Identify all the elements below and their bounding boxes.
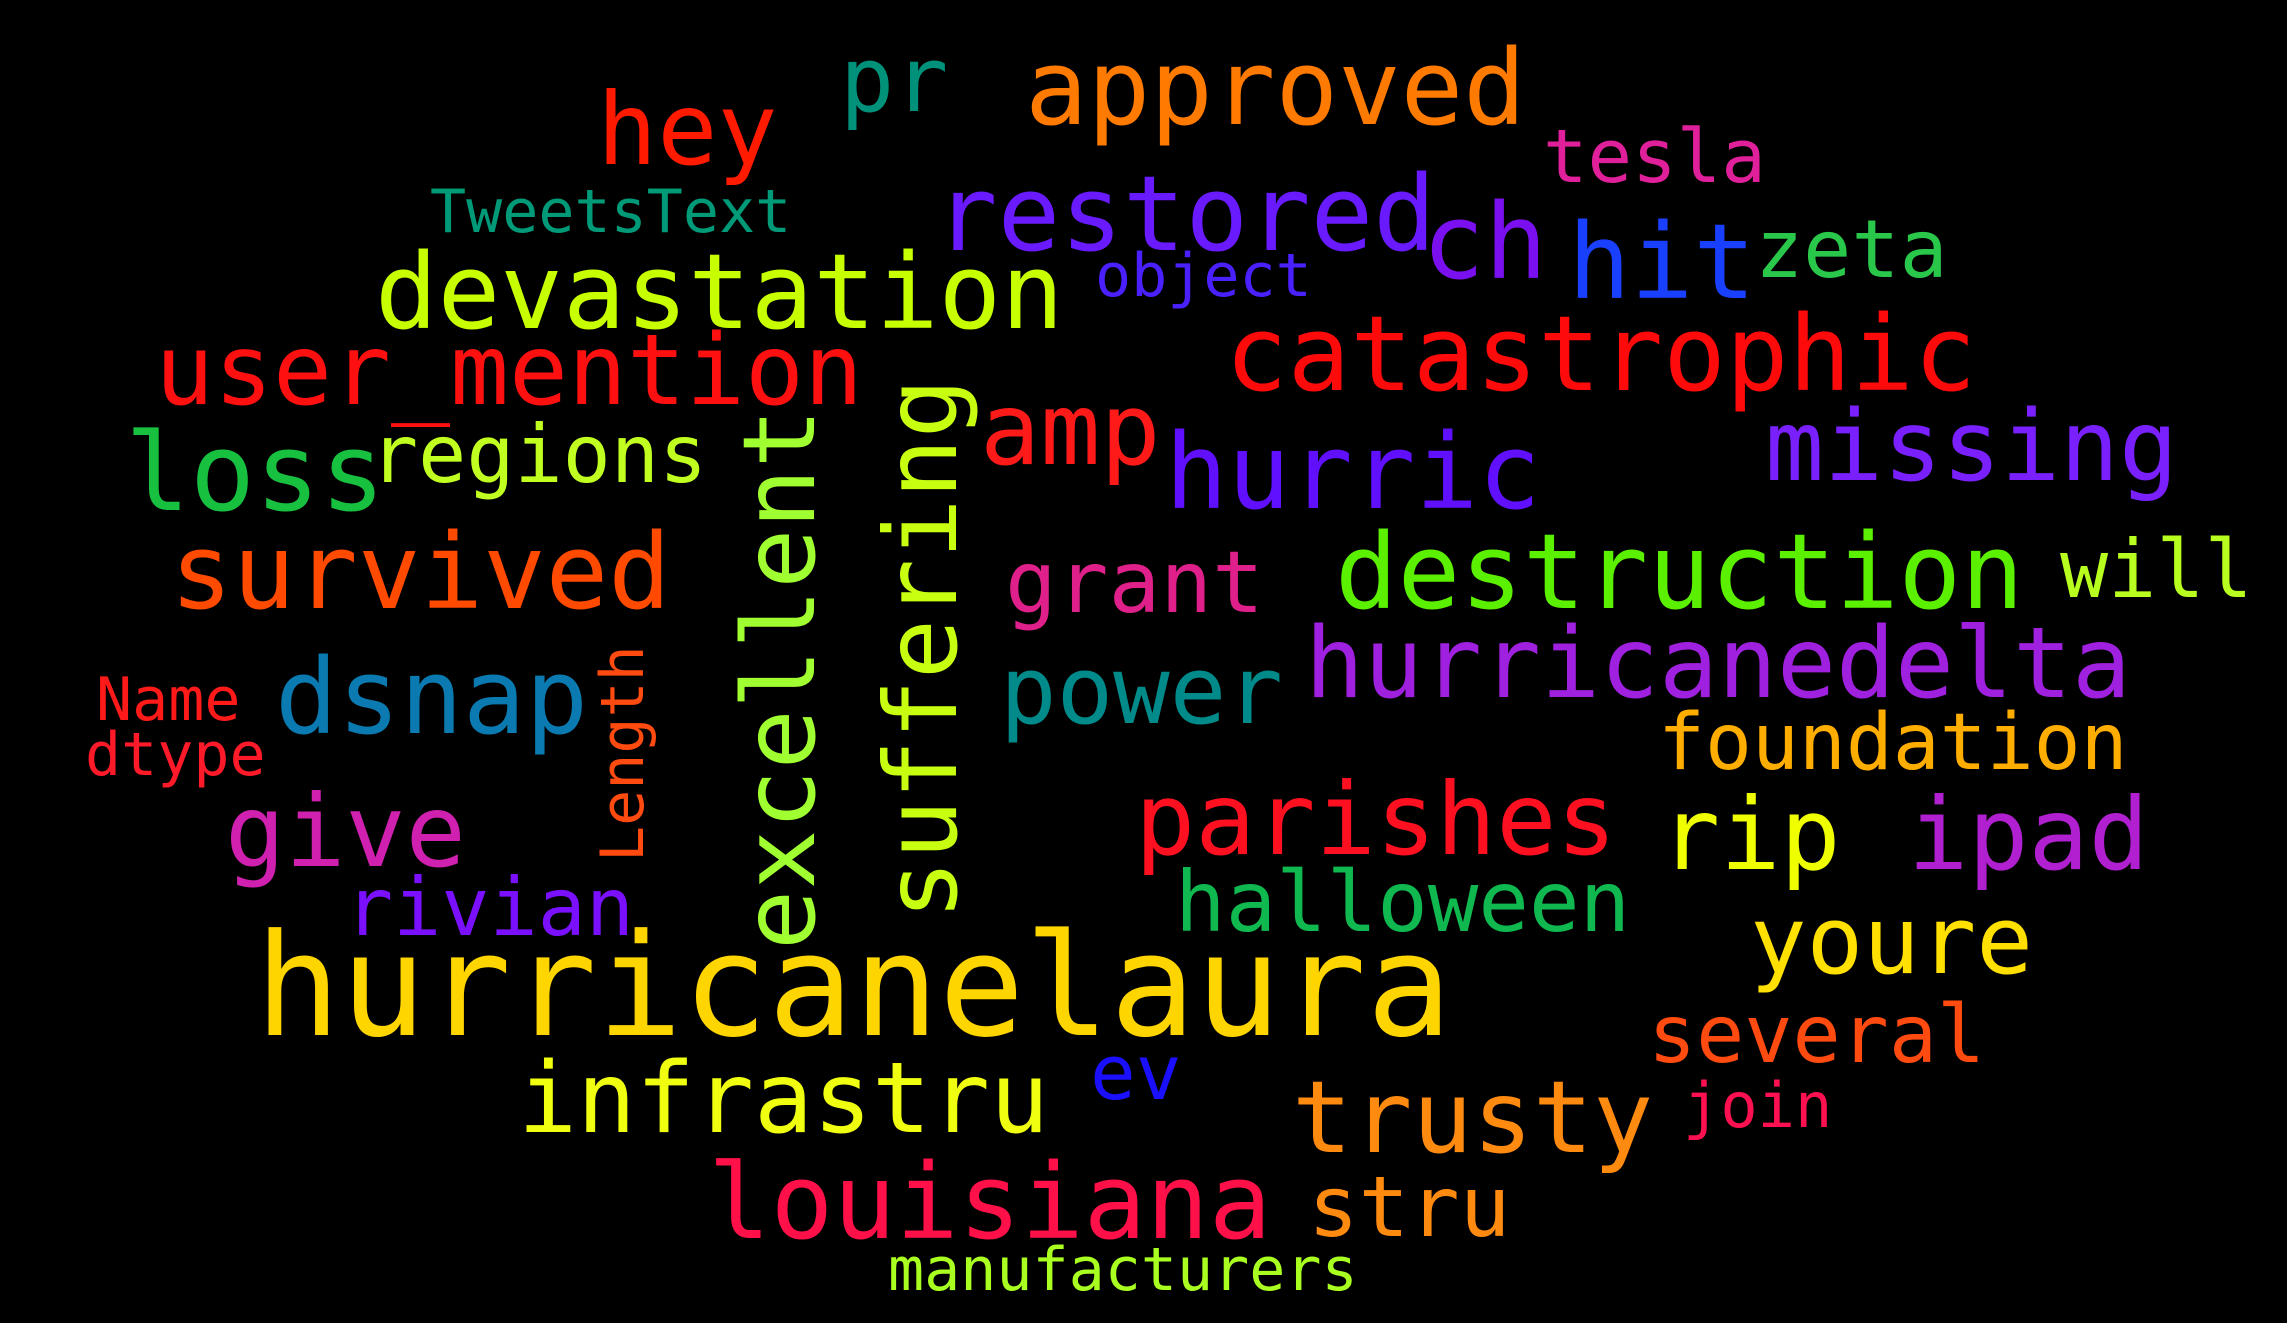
word-grant: grant	[1005, 533, 1264, 633]
word-devastation: devastation	[375, 231, 1064, 353]
word-approved: approved	[1025, 27, 1526, 149]
word-ch: ch	[1422, 181, 1548, 303]
word-tesla: tesla	[1543, 114, 1766, 200]
word-missing: missing	[1765, 390, 2179, 504]
word-dtype: dtype	[85, 720, 266, 790]
word-youre: youre	[1750, 887, 2033, 996]
word-halloween: halloween	[1175, 853, 1631, 951]
word-hey: hey	[597, 71, 778, 188]
word-pr: pr	[840, 28, 949, 133]
word-trusty: trusty	[1292, 1059, 1654, 1176]
word-loss: loss	[125, 411, 386, 536]
word-several: several	[1648, 988, 1986, 1081]
word-will: will	[2060, 523, 2253, 616]
word-stru: stru	[1308, 1158, 1511, 1256]
word-zeta: zeta	[1755, 203, 1948, 296]
word-name: Name	[96, 665, 241, 735]
word-ev: ev	[1090, 1028, 1182, 1117]
word-dsnap: dsnap	[275, 636, 589, 758]
word-survived: survived	[170, 511, 671, 633]
word-rivian: rivian	[345, 861, 634, 954]
word-length: Length	[588, 645, 658, 862]
word-parishes: parishes	[1135, 761, 1617, 878]
word-louisiana: louisiana	[708, 1141, 1272, 1263]
word-foundation: foundation	[1658, 698, 2128, 788]
word-hurricanelaura: hurricanelaura	[255, 904, 1452, 1069]
word-give: give	[225, 773, 466, 890]
word-destruction: destruction	[1335, 511, 2024, 633]
word-rip: rip	[1660, 776, 1841, 893]
word-hurricanedelta: hurricanedelta	[1305, 607, 2132, 721]
word-join: join	[1683, 1069, 1833, 1142]
word-infrastru: infrastru	[518, 1042, 1050, 1156]
word-manufacturers: manufacturers	[888, 1235, 1358, 1305]
word-power: power	[1000, 637, 1283, 746]
word-excellent: excellent	[721, 408, 838, 950]
word-amp: amp	[980, 371, 1161, 488]
word-ipad: ipad	[1908, 776, 2149, 893]
word-tweetstext: TweetsText	[430, 177, 792, 247]
word-regions: regions	[370, 408, 708, 501]
word-hit: hit	[1568, 201, 1756, 323]
word-hurric: hurric	[1165, 411, 1541, 533]
word-user-mention: user_mention	[155, 314, 864, 428]
word-restored: restored	[935, 153, 1436, 275]
word-catastrophic: catastrophic	[1225, 293, 1977, 415]
word-object: object	[1095, 241, 1312, 311]
word-suffering: suffering	[863, 378, 980, 920]
